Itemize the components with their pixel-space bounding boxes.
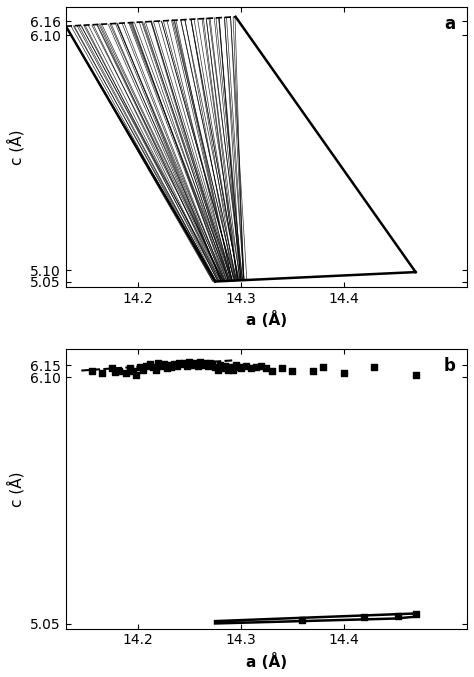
Text: a: a [444,16,455,33]
Point [263,363,270,374]
Point [208,359,216,370]
Point [219,363,226,374]
Point [149,362,157,372]
Point [252,361,260,372]
Point [221,360,229,371]
Point [155,358,162,369]
Point [109,363,116,374]
Point [142,360,150,371]
Point [183,360,191,371]
Point [225,364,232,375]
Point [157,360,164,371]
Point [229,364,237,375]
Point [211,362,219,372]
Point [181,357,188,368]
Point [394,611,402,621]
Point [196,356,203,367]
Point [412,609,419,619]
Point [88,365,95,376]
Point [227,361,234,372]
Point [191,357,198,368]
Point [132,370,140,380]
Point [98,368,106,378]
Point [201,357,209,368]
Point [412,370,419,380]
Point [206,357,214,368]
Point [309,365,317,376]
Point [235,362,243,372]
Point [340,368,347,378]
Point [268,365,275,376]
Point [122,368,129,378]
Point [173,360,181,371]
Point [160,359,167,370]
X-axis label: a (Å): a (Å) [246,653,287,670]
Point [204,360,211,371]
Point [288,365,296,376]
Point [371,362,378,372]
Point [170,359,178,370]
Point [167,361,174,372]
Point [242,360,250,371]
Point [299,614,306,625]
Point [116,366,123,376]
Point [175,357,183,368]
Point [319,362,327,372]
Point [126,363,134,374]
Point [360,612,368,623]
Point [194,360,201,371]
Point [257,360,265,371]
Point [185,356,193,367]
Point [111,366,119,377]
Point [278,363,286,374]
Point [198,359,205,370]
Point [165,359,173,370]
Text: b: b [443,357,455,375]
Point [136,362,144,372]
Y-axis label: c (Å): c (Å) [7,471,25,506]
Point [129,365,137,376]
Point [247,363,255,374]
Point [139,364,147,375]
Point [237,363,245,374]
Point [177,359,185,370]
Y-axis label: c (Å): c (Å) [7,129,25,165]
Point [146,359,154,370]
Point [217,359,224,370]
Point [214,364,222,375]
X-axis label: a (Å): a (Å) [246,311,287,328]
Point [232,359,239,370]
Point [153,364,160,375]
Point [163,363,171,374]
Point [188,359,195,370]
